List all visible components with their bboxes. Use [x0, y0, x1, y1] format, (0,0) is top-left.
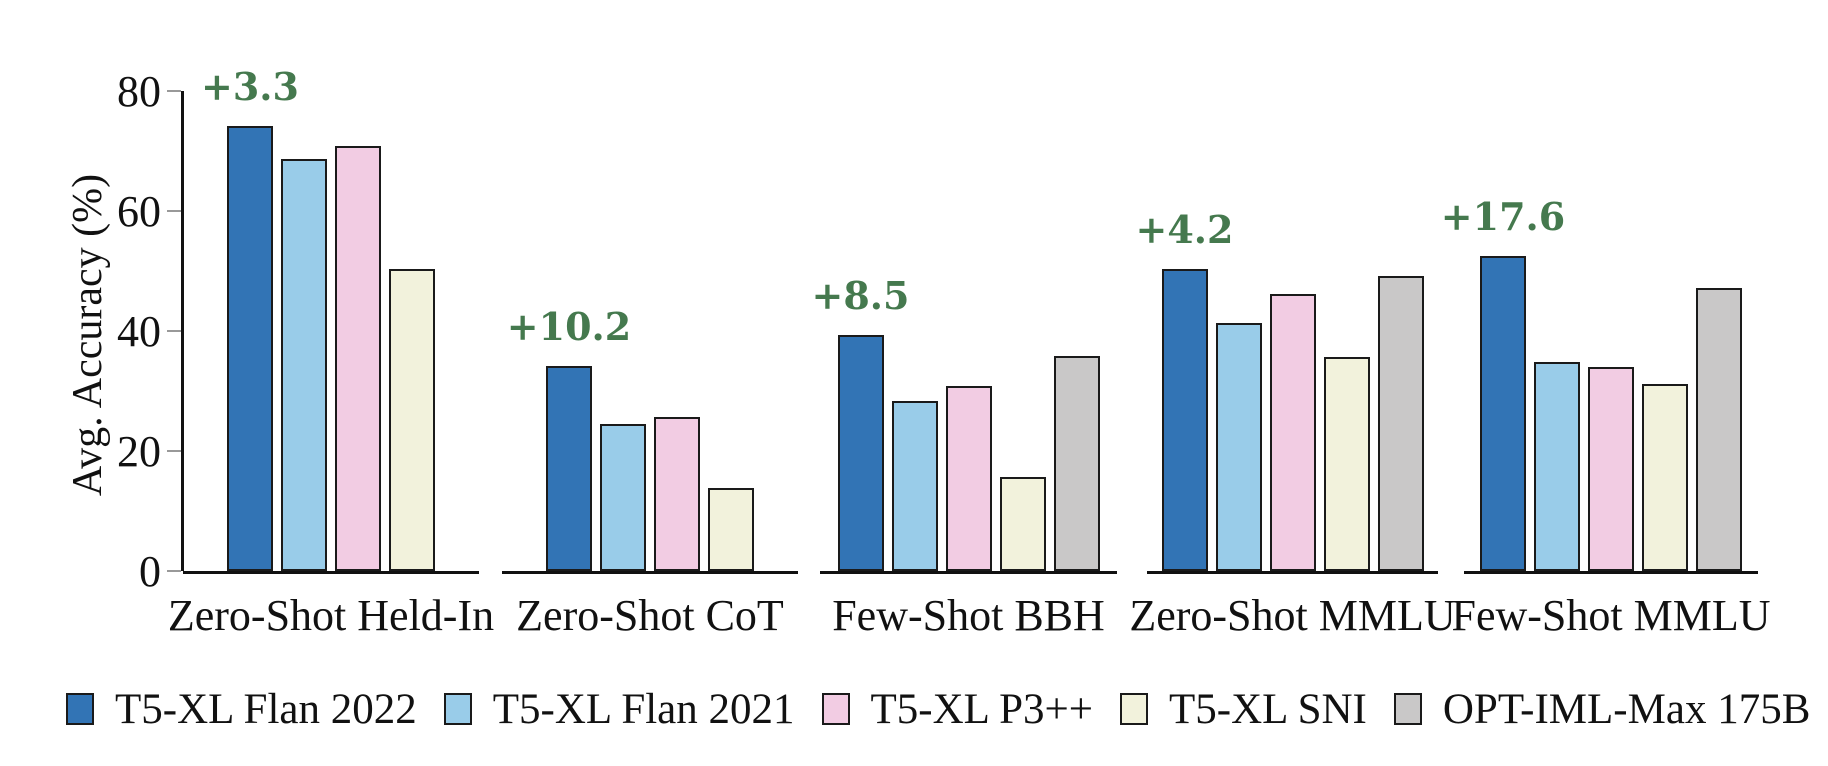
y-tick-label: 20: [117, 426, 161, 476]
bar: [999, 476, 1046, 571]
legend-item: T5-XL P3++: [821, 685, 1094, 734]
bar: [281, 158, 327, 571]
legend: T5-XL Flan 2022 T5-XL Flan 2021 T5-XL P3++…: [66, 685, 1828, 734]
bar: [1696, 287, 1742, 571]
legend-swatch: [66, 693, 94, 725]
bar: [1377, 275, 1424, 571]
legend-swatch: [821, 693, 850, 725]
bar: [1588, 367, 1634, 571]
bar-group: [820, 91, 1117, 574]
bar-group: [183, 91, 479, 574]
y-tick-mark: [167, 90, 181, 92]
gain-annotation: +3.3: [201, 64, 299, 110]
y-tick-mark: [167, 450, 181, 452]
bar: [1215, 322, 1262, 571]
bar: [1534, 361, 1580, 571]
legend-item: T5-XL Flan 2022: [66, 685, 417, 734]
legend-label: T5-XL P3++: [870, 685, 1094, 733]
y-tick-label: 80: [117, 66, 161, 116]
y-tick-label: 0: [139, 546, 161, 596]
bar: [1642, 384, 1688, 571]
bar: [654, 417, 700, 571]
y-tick-mark: [167, 210, 181, 212]
bar: [708, 487, 754, 571]
legend-item: OPT-IML-Max 175B: [1393, 685, 1811, 734]
legend-item: T5-XL Flan 2021: [443, 685, 795, 734]
y-tick-label: 60: [117, 186, 161, 236]
legend-label: OPT-IML-Max 175B: [1442, 685, 1811, 733]
legend-swatch: [1393, 693, 1422, 725]
legend-label: T5-XL Flan 2021: [492, 685, 795, 733]
legend-swatch: [1120, 693, 1149, 725]
category-label: Few-Shot BBH: [832, 591, 1105, 640]
legend-item: T5-XL SNI: [1120, 685, 1367, 734]
bar: [1269, 293, 1316, 571]
gain-annotation: +8.5: [811, 273, 910, 319]
y-tick-label: 40: [117, 306, 161, 356]
bar-group: [1147, 91, 1438, 574]
bar: [389, 268, 435, 571]
category-label: Few-Shot MMLU: [1451, 591, 1771, 640]
bar: [837, 335, 884, 571]
bar: [546, 365, 592, 571]
bar: [1161, 268, 1208, 571]
bar-group: [502, 91, 798, 574]
bar: [1053, 356, 1100, 571]
y-axis-spine: [181, 91, 184, 571]
gain-annotation: +17.6: [1440, 194, 1566, 239]
gain-annotation: +4.2: [1135, 206, 1234, 252]
bar: [227, 126, 273, 571]
y-tick-mark: [167, 570, 181, 572]
category-label: Zero-Shot MMLU: [1129, 591, 1456, 640]
bar: [335, 146, 381, 571]
bar: [891, 401, 938, 571]
bar: [600, 424, 646, 571]
category-label: Zero-Shot Held-In: [167, 591, 495, 640]
bar: [1480, 256, 1526, 571]
bar: [945, 386, 992, 571]
y-tick-mark: [167, 330, 181, 332]
legend-label: T5-XL Flan 2022: [115, 685, 417, 733]
bar: [1323, 357, 1370, 571]
category-label: Zero-Shot CoT: [516, 591, 784, 640]
bar-group: [1464, 91, 1758, 574]
legend-swatch: [443, 693, 472, 725]
gain-annotation: +10.2: [506, 303, 632, 349]
legend-label: T5-XL SNI: [1169, 685, 1367, 733]
